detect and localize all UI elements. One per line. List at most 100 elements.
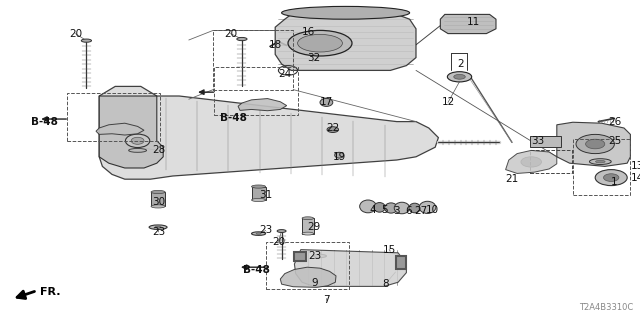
Ellipse shape — [155, 226, 161, 228]
Ellipse shape — [409, 203, 420, 213]
Text: FR.: FR. — [40, 287, 60, 297]
Ellipse shape — [589, 159, 611, 164]
Bar — [302, 218, 314, 234]
Bar — [67, 93, 160, 141]
Text: 23: 23 — [259, 225, 272, 236]
Bar — [151, 192, 165, 206]
Ellipse shape — [447, 72, 472, 82]
Text: 4: 4 — [369, 204, 376, 215]
Text: 20: 20 — [272, 236, 285, 247]
Bar — [214, 67, 298, 115]
Bar — [266, 242, 349, 289]
Text: 1: 1 — [611, 177, 618, 188]
Text: 33: 33 — [531, 136, 544, 146]
Text: 19: 19 — [333, 152, 346, 162]
Text: 20: 20 — [69, 28, 82, 39]
Text: 18: 18 — [269, 40, 282, 50]
Ellipse shape — [360, 200, 376, 213]
Ellipse shape — [335, 152, 344, 158]
Ellipse shape — [282, 6, 410, 19]
Text: 5: 5 — [381, 204, 388, 215]
Text: 22: 22 — [326, 123, 339, 133]
Ellipse shape — [595, 160, 605, 163]
Text: 17: 17 — [320, 97, 333, 108]
Polygon shape — [238, 99, 287, 111]
Ellipse shape — [302, 232, 314, 235]
Ellipse shape — [237, 37, 247, 41]
Ellipse shape — [298, 34, 342, 52]
Text: 11: 11 — [467, 17, 480, 28]
Polygon shape — [96, 123, 144, 135]
Ellipse shape — [252, 185, 266, 188]
Ellipse shape — [394, 202, 410, 214]
Text: 21: 21 — [506, 174, 518, 184]
Text: B-48: B-48 — [220, 113, 247, 124]
Ellipse shape — [288, 30, 352, 56]
Text: 23: 23 — [308, 251, 321, 261]
Ellipse shape — [151, 205, 165, 208]
Ellipse shape — [125, 134, 150, 148]
Polygon shape — [440, 14, 496, 34]
Ellipse shape — [149, 225, 167, 229]
Text: T2A4B3310C: T2A4B3310C — [579, 303, 634, 312]
Ellipse shape — [256, 233, 261, 234]
Ellipse shape — [302, 217, 314, 220]
Text: 15: 15 — [383, 244, 396, 255]
Polygon shape — [99, 86, 438, 179]
Circle shape — [586, 139, 605, 149]
Bar — [294, 252, 306, 261]
Text: B-48: B-48 — [243, 265, 269, 276]
Text: 25: 25 — [608, 136, 621, 146]
Text: B-48: B-48 — [31, 116, 58, 127]
Bar — [252, 187, 266, 200]
Text: 31: 31 — [259, 190, 272, 200]
Text: 20: 20 — [224, 28, 237, 39]
Ellipse shape — [374, 203, 385, 212]
Text: 3: 3 — [394, 206, 400, 216]
Circle shape — [595, 170, 627, 186]
Text: 12: 12 — [442, 97, 454, 108]
Circle shape — [604, 174, 619, 181]
Circle shape — [521, 157, 541, 167]
Bar — [530, 136, 561, 147]
Bar — [396, 256, 406, 269]
Text: 9: 9 — [312, 278, 318, 288]
Ellipse shape — [252, 198, 266, 202]
Bar — [530, 150, 572, 173]
Text: 8: 8 — [382, 279, 388, 289]
Text: 2: 2 — [458, 59, 464, 69]
Ellipse shape — [385, 203, 397, 213]
Text: 24: 24 — [278, 68, 291, 79]
Text: 6: 6 — [405, 206, 412, 216]
Ellipse shape — [419, 201, 436, 213]
Text: 30: 30 — [152, 196, 165, 207]
Ellipse shape — [131, 137, 144, 144]
Bar — [573, 139, 630, 195]
Ellipse shape — [314, 254, 326, 258]
Ellipse shape — [320, 98, 333, 106]
Polygon shape — [557, 122, 630, 166]
Text: 32: 32 — [307, 52, 320, 63]
Text: 23: 23 — [152, 227, 165, 237]
Text: 26: 26 — [608, 116, 621, 127]
Circle shape — [327, 127, 339, 132]
Ellipse shape — [277, 230, 286, 232]
Ellipse shape — [129, 148, 147, 152]
Text: 7: 7 — [323, 295, 330, 305]
Text: 29: 29 — [307, 222, 320, 232]
Text: 10: 10 — [426, 204, 439, 215]
Polygon shape — [280, 267, 336, 287]
Ellipse shape — [81, 39, 92, 42]
Polygon shape — [275, 14, 416, 70]
Bar — [213, 30, 293, 90]
Polygon shape — [294, 250, 406, 286]
Polygon shape — [506, 150, 557, 173]
Text: 14: 14 — [631, 172, 640, 183]
Circle shape — [576, 134, 614, 154]
Polygon shape — [99, 96, 163, 168]
Ellipse shape — [151, 190, 165, 194]
Text: 16: 16 — [302, 27, 315, 37]
Text: 27: 27 — [415, 206, 428, 216]
Ellipse shape — [454, 74, 465, 79]
Text: 28: 28 — [152, 145, 165, 156]
